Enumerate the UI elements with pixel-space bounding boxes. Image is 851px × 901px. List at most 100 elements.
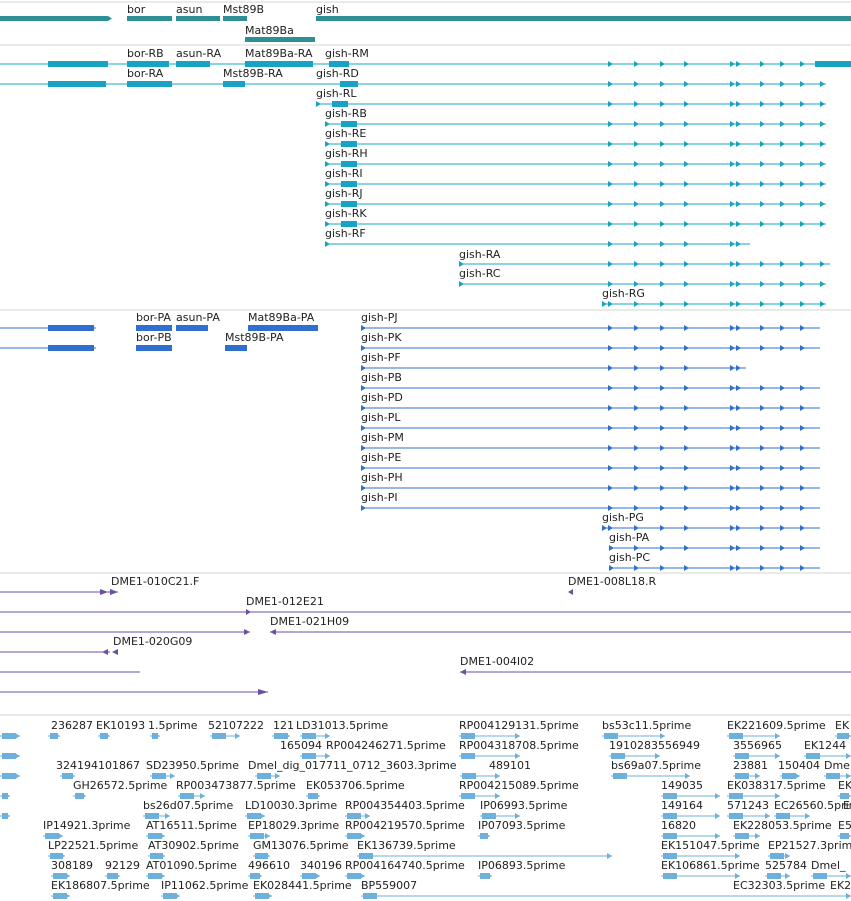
est-block bbox=[735, 833, 749, 839]
protein-label: gish-PB bbox=[361, 371, 402, 384]
exon bbox=[634, 81, 639, 87]
exon bbox=[800, 505, 805, 511]
exon bbox=[341, 141, 357, 147]
clone-end bbox=[102, 649, 118, 655]
exon bbox=[361, 365, 366, 371]
est-block bbox=[62, 773, 73, 779]
exon bbox=[608, 445, 613, 451]
exon bbox=[341, 181, 357, 187]
est-block bbox=[53, 873, 67, 879]
exon bbox=[660, 181, 665, 187]
exon bbox=[634, 261, 639, 267]
exon bbox=[780, 425, 785, 431]
exon bbox=[800, 465, 805, 471]
exon bbox=[608, 61, 613, 67]
gene-asun[interactable] bbox=[176, 16, 220, 21]
est-label: E bbox=[843, 799, 850, 812]
est-label: EP21527.3prime bbox=[768, 839, 851, 852]
est-label: LD10030.3prime bbox=[245, 799, 337, 812]
est-arrow bbox=[70, 773, 75, 779]
exon bbox=[245, 61, 313, 67]
clone-track: DME1-010C21.F DME1-008L18.R DME1-012E21 … bbox=[0, 575, 851, 695]
exon bbox=[736, 565, 741, 571]
gene-mst89b[interactable] bbox=[223, 16, 247, 21]
est-label: EK053706.5prime bbox=[306, 779, 405, 792]
gene-bor[interactable] bbox=[127, 16, 172, 21]
est-arrow bbox=[360, 833, 365, 839]
gene-track: bor asun Mst89B gish Mat89Ba bbox=[0, 3, 851, 42]
exon bbox=[730, 61, 735, 67]
exon bbox=[780, 325, 785, 331]
gene-gish[interactable] bbox=[316, 16, 851, 21]
exon bbox=[780, 525, 785, 531]
exon bbox=[760, 545, 765, 551]
exon bbox=[760, 281, 765, 287]
exon bbox=[820, 141, 825, 147]
transcript-label: gish-RL bbox=[316, 87, 357, 100]
est-label: RP004354403.5prime bbox=[345, 799, 465, 812]
est-arrow bbox=[265, 853, 270, 859]
gene-mat89ba[interactable] bbox=[245, 37, 315, 42]
exon bbox=[634, 281, 639, 287]
exon bbox=[361, 385, 366, 391]
exon bbox=[730, 485, 735, 491]
exon bbox=[730, 505, 735, 511]
est-arrow bbox=[495, 773, 500, 779]
protein-label: gish-PI bbox=[361, 491, 398, 504]
est-label: 92129 bbox=[105, 859, 140, 872]
est-arrow bbox=[755, 833, 760, 839]
est-label: 340196 bbox=[300, 859, 342, 872]
est-label: IP07093.5prime bbox=[478, 819, 566, 832]
exon bbox=[248, 325, 318, 331]
clone-end bbox=[270, 629, 276, 635]
exon bbox=[608, 201, 613, 207]
est-arrow bbox=[715, 793, 720, 799]
exon bbox=[325, 181, 330, 187]
exon bbox=[634, 545, 639, 551]
exon bbox=[459, 261, 464, 267]
est-label: bs26d07.5prime bbox=[143, 799, 233, 812]
est-label: E53 bbox=[838, 819, 851, 832]
est-arrow bbox=[200, 793, 205, 799]
exon bbox=[684, 325, 689, 331]
exon bbox=[361, 325, 366, 331]
clone-end bbox=[460, 669, 466, 675]
exon bbox=[608, 345, 613, 351]
exon bbox=[730, 81, 735, 87]
clone-label: DME1-020G09 bbox=[113, 635, 192, 648]
gene-feature[interactable] bbox=[0, 16, 108, 21]
exon bbox=[684, 565, 689, 571]
exon bbox=[660, 445, 665, 451]
exon bbox=[634, 181, 639, 187]
est-block bbox=[735, 753, 749, 759]
est-arrow bbox=[805, 813, 810, 819]
exon bbox=[660, 465, 665, 471]
protein-label: gish-PJ bbox=[361, 311, 398, 324]
protein-label: gish-PG bbox=[602, 511, 644, 524]
exon bbox=[730, 301, 735, 307]
exon bbox=[780, 505, 785, 511]
exon bbox=[736, 385, 741, 391]
est-arrow bbox=[58, 833, 63, 839]
exon bbox=[608, 365, 613, 371]
est-label: 489101 bbox=[489, 759, 531, 772]
exon bbox=[800, 261, 805, 267]
clone-label: DME1-008L18.R bbox=[568, 575, 656, 588]
exon bbox=[361, 465, 366, 471]
est-label: EK10193 bbox=[96, 719, 145, 732]
exon bbox=[660, 121, 665, 127]
est-label: 525784 bbox=[765, 859, 807, 872]
exon bbox=[609, 565, 614, 571]
exon bbox=[660, 425, 665, 431]
est-track: 236287 EK10193 1.5prime 52107222 121 LD3… bbox=[0, 719, 851, 899]
exon bbox=[760, 445, 765, 451]
exon bbox=[730, 121, 735, 127]
est-label: 121 bbox=[273, 719, 294, 732]
exon bbox=[127, 61, 169, 67]
exon bbox=[820, 81, 825, 87]
exon bbox=[780, 221, 785, 227]
exon bbox=[780, 485, 785, 491]
exon bbox=[800, 141, 805, 147]
exon bbox=[316, 101, 321, 107]
